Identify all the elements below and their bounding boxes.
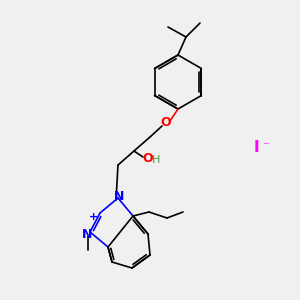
Text: I: I xyxy=(253,140,259,155)
Text: O: O xyxy=(143,152,153,166)
Text: O: O xyxy=(161,116,171,130)
Text: H: H xyxy=(152,155,160,165)
Text: N: N xyxy=(82,227,92,241)
Text: N: N xyxy=(114,190,124,203)
Text: ⁻: ⁻ xyxy=(262,140,268,154)
Text: +: + xyxy=(88,212,98,222)
